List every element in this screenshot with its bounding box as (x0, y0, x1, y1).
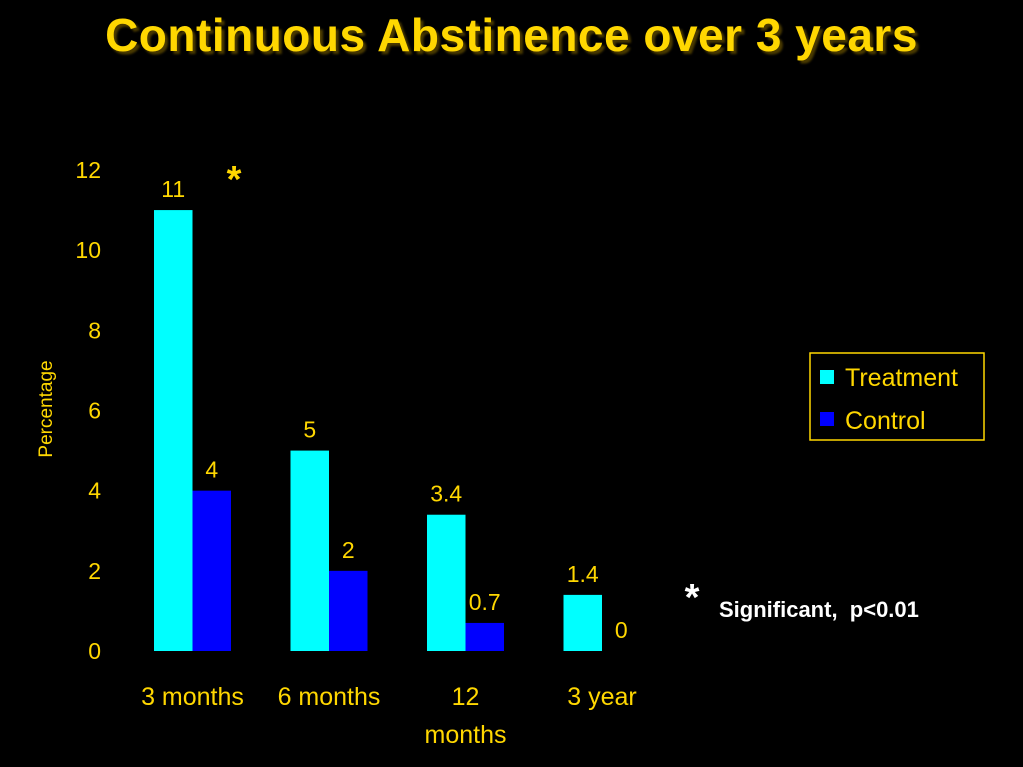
legend-swatch-treatment (820, 370, 834, 384)
y-tick-label: 8 (88, 317, 101, 343)
bar-control (465, 622, 504, 651)
x-tick-label: 6 months (278, 683, 381, 711)
x-tick-label: 12 (452, 683, 480, 711)
bars-group (154, 210, 602, 652)
data-label: 11 (161, 176, 185, 202)
bar-treatment (563, 594, 602, 651)
y-axis-ticks: 0 2 4 6 8 10 12 (75, 157, 101, 664)
data-label: 0 (615, 617, 628, 643)
x-tick-label: months (425, 721, 507, 749)
footnote-star: * (685, 577, 700, 619)
data-label: 2 (342, 537, 355, 563)
data-label: 3.4 (430, 481, 462, 507)
footnote-text: Significant, p<0.01 (719, 597, 919, 622)
legend: Treatment Control (809, 352, 985, 441)
x-axis-labels: 3 months 6 months 12 months 3 year (141, 683, 637, 749)
data-label: 4 (205, 457, 218, 483)
x-tick-label: 3 months (141, 683, 244, 711)
significance-star: * (227, 159, 242, 201)
y-tick-label: 0 (88, 638, 101, 664)
legend-label-control: Control (845, 407, 926, 435)
y-tick-label: 10 (75, 237, 101, 263)
y-axis-label: Percentage (36, 360, 57, 457)
slide-title: Continuous Abstinence over 3 years (105, 9, 918, 61)
data-label: 5 (303, 417, 316, 443)
bar-control (329, 570, 368, 651)
y-tick-label: 2 (88, 558, 101, 584)
y-tick-label: 12 (75, 157, 101, 183)
y-tick-label: 6 (88, 398, 101, 424)
legend-border (809, 352, 985, 441)
y-tick-label: 4 (88, 478, 101, 504)
x-tick-label: 3 year (567, 683, 636, 711)
bar-treatment (427, 514, 466, 651)
bar-treatment (290, 450, 329, 651)
bar-control (192, 490, 231, 651)
bar-treatment (154, 210, 193, 652)
legend-swatch-control (820, 412, 834, 426)
footnote: * Significant, p<0.01 (685, 577, 919, 622)
data-label: 1.4 (567, 561, 599, 587)
value-labels-group: 11 5 3.4 1.4 4 2 0.7 0 (161, 176, 627, 643)
legend-label-treatment: Treatment (845, 364, 958, 392)
data-label: 0.7 (469, 589, 501, 615)
